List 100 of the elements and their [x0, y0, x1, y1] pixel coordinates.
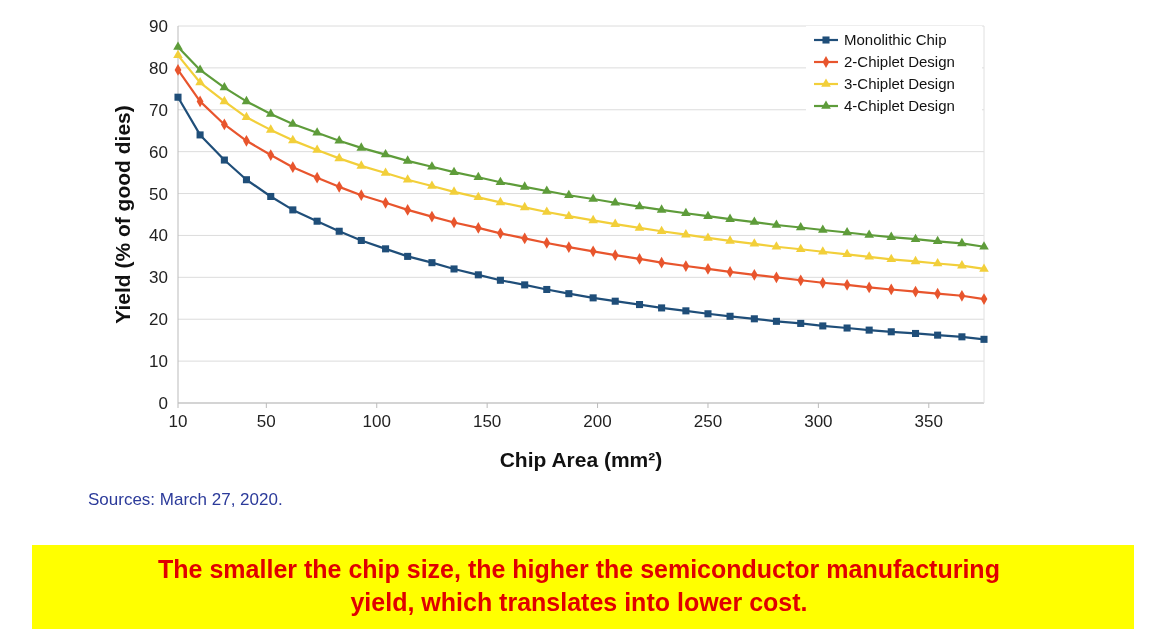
point [795, 243, 806, 253]
point [658, 304, 666, 312]
point [174, 93, 182, 101]
point [312, 127, 322, 136]
legend-label: 2-Chiplet Design [844, 53, 955, 71]
x-tick-label: 250 [693, 412, 723, 431]
point [449, 186, 459, 195]
point [704, 310, 712, 318]
point [288, 134, 298, 144]
point [402, 155, 413, 164]
point [817, 246, 828, 255]
point [521, 281, 529, 289]
point [313, 217, 321, 225]
point [495, 176, 506, 186]
point [241, 95, 252, 105]
y-axis-title: Yield (% of good dies) [111, 105, 134, 324]
point [473, 171, 484, 180]
point [819, 322, 827, 330]
point [886, 231, 897, 240]
legend-label: Monolithic Chip [844, 31, 947, 49]
point [634, 200, 645, 210]
point [682, 307, 690, 315]
point [979, 241, 989, 250]
point [427, 161, 437, 170]
point [335, 227, 343, 235]
point [473, 191, 484, 201]
text: The smaller the chip size, the higher the semiconductor manufacturing yield, which translates into lower cost. [158, 555, 1000, 616]
point [402, 174, 413, 183]
x-tick-label: 350 [914, 412, 943, 431]
point [842, 226, 852, 236]
point [864, 229, 874, 238]
point [772, 317, 780, 325]
point [195, 64, 205, 73]
point [681, 229, 691, 238]
x-tick-label: 200 [583, 412, 612, 431]
legend-label: 3-Chiplet Design [844, 75, 955, 93]
point [656, 204, 667, 213]
point [957, 237, 967, 247]
x-tick-label: 10 [168, 412, 188, 431]
point [958, 333, 966, 341]
y-tick-label: 20 [149, 310, 168, 330]
point [265, 108, 276, 117]
legend-label: 4-Chiplet Design [844, 97, 955, 115]
point [474, 271, 482, 279]
point [750, 315, 758, 323]
point [797, 319, 805, 327]
point [817, 224, 828, 233]
y-tick-label: 30 [149, 268, 168, 288]
point [865, 326, 873, 334]
point [543, 285, 551, 294]
point [725, 235, 735, 244]
point [356, 142, 367, 151]
point [864, 251, 874, 260]
point [588, 193, 598, 202]
point [334, 135, 345, 144]
point [312, 144, 322, 153]
point [980, 335, 988, 343]
x-tick-label: 300 [804, 412, 833, 431]
point [219, 95, 230, 105]
point [611, 297, 619, 305]
point [795, 221, 806, 231]
point [887, 328, 895, 336]
point [656, 225, 667, 235]
point [703, 210, 713, 219]
point [910, 255, 921, 265]
point [912, 329, 920, 337]
point [289, 206, 297, 214]
point [934, 331, 942, 339]
point [979, 263, 989, 272]
point [288, 118, 298, 127]
point [726, 312, 734, 320]
point [771, 241, 782, 250]
y-tick-label: 60 [149, 142, 168, 162]
x-axis-title: Chip Area (mm²) [499, 448, 663, 471]
point [195, 77, 205, 86]
point [564, 189, 574, 199]
point [382, 245, 390, 253]
y-tick-label: 50 [149, 184, 168, 204]
point [356, 160, 367, 169]
point [703, 232, 713, 241]
point [725, 213, 735, 222]
y-tick-label: 10 [149, 352, 168, 372]
point [635, 301, 644, 309]
y-tick-label: 90 [149, 16, 168, 36]
point [910, 233, 921, 242]
x-tick-label: 50 [256, 412, 276, 431]
point [842, 248, 852, 258]
point [589, 294, 597, 302]
x-tick-label: 150 [472, 412, 502, 431]
point [932, 257, 943, 267]
point [771, 219, 782, 228]
point [886, 253, 897, 263]
point [496, 276, 504, 284]
point [588, 214, 598, 224]
point [519, 201, 530, 211]
point [634, 222, 645, 231]
point [173, 49, 183, 59]
point [404, 252, 412, 260]
point [265, 124, 276, 133]
point [450, 265, 458, 273]
